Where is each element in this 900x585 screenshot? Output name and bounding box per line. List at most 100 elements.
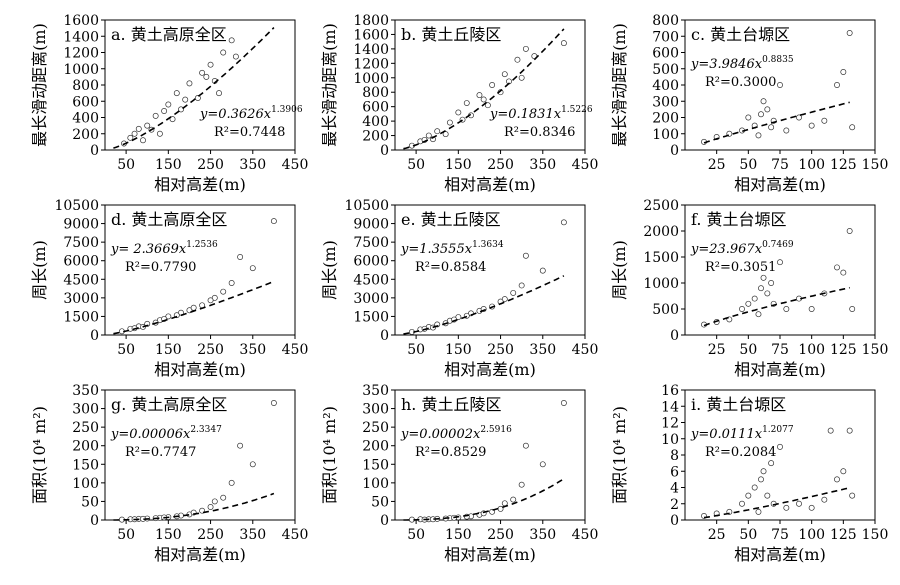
data-point [739, 500, 745, 507]
y-tick-label: 6000 [63, 254, 99, 270]
fit-curve [403, 478, 565, 521]
data-point [190, 304, 197, 311]
fit-equation-exponent: 0.8835 [762, 55, 794, 65]
data-point [186, 80, 193, 87]
data-point [840, 269, 847, 276]
data-point [455, 314, 462, 320]
x-tick-label: 450 [282, 157, 309, 173]
data-point [220, 494, 227, 501]
data-point [203, 73, 210, 80]
fit-r2: R²=0.3000 [705, 75, 776, 90]
data-point [228, 37, 235, 44]
data-point [760, 468, 767, 475]
fit-equation-exponent: 1.5226 [561, 105, 593, 115]
data-point [768, 124, 775, 131]
x-tick-label: 125 [830, 342, 857, 358]
data-point [783, 504, 790, 511]
data-point [739, 306, 745, 312]
y-tick-label: 600 [652, 46, 679, 62]
data-point [446, 119, 453, 126]
x-tick-label: 350 [239, 157, 266, 173]
data-point [510, 496, 517, 503]
y-tick-label: 0 [90, 328, 99, 344]
fit-equation: y=3.9846x0.8835 [690, 55, 794, 72]
y-tick-label: 10 [661, 432, 679, 448]
fit-r2: R²=0.7448 [214, 125, 285, 140]
fit-equation-base: y=3.9846x [690, 57, 763, 72]
data-point [270, 218, 277, 225]
fit-equation: y=0.00006x2.3347 [110, 425, 222, 442]
y-tick-label: 250 [72, 420, 99, 436]
y-tick-label: 600 [362, 100, 389, 116]
x-tick-label: 25 [708, 527, 726, 543]
fit-equation-base: y=0.3626x [199, 107, 272, 122]
y-tick-label: 1000 [63, 62, 99, 78]
y-tick-label: 300 [652, 94, 679, 110]
fit-curve [403, 275, 565, 335]
x-tick-label: 150 [445, 157, 472, 173]
data-point [434, 128, 441, 135]
y-tick-label: 2 [670, 497, 679, 513]
x-axis-label: 相对高差(m) [154, 175, 246, 194]
fit-equation-base: y=0.00006x [110, 427, 191, 442]
x-tick-label: 50 [117, 157, 135, 173]
data-point [849, 492, 856, 499]
y-tick-label: 14 [661, 399, 679, 415]
data-point [539, 461, 546, 468]
data-point [777, 443, 783, 450]
x-axis-label: 相对高差(m) [154, 545, 246, 564]
data-point [758, 476, 764, 483]
y-tick-label: 10500 [54, 198, 99, 214]
x-tick-label: 75 [771, 527, 789, 543]
data-point [165, 313, 172, 320]
fit-curve [113, 280, 275, 335]
y-tick-label: 200 [72, 127, 99, 143]
x-axis-label: 相对高差(m) [444, 545, 536, 564]
data-point [156, 130, 163, 137]
data-point [455, 109, 462, 116]
x-tick-label: 100 [798, 157, 825, 173]
y-tick-label: 150 [362, 457, 389, 473]
data-point [768, 460, 775, 467]
data-point [849, 124, 856, 131]
y-axis-label: 周长(m) [610, 240, 629, 300]
data-point [522, 442, 529, 449]
panel-title: h. 黄土丘陵区 [401, 395, 501, 414]
y-tick-label: 1200 [353, 56, 389, 72]
y-tick-label: 12 [661, 416, 679, 432]
data-point [796, 114, 802, 121]
data-point [796, 500, 802, 507]
fit-equation-base: y=0.00002x [400, 427, 481, 442]
y-tick-label: 100 [362, 476, 389, 492]
data-point [808, 306, 815, 312]
y-tick-label: 1400 [353, 42, 389, 58]
y-tick-label: 800 [652, 13, 679, 29]
fit-equation-exponent: 2.3347 [190, 425, 222, 435]
data-point [821, 496, 828, 503]
y-tick-label: 0 [90, 143, 99, 159]
x-tick-label: 250 [197, 157, 224, 173]
data-point [522, 252, 529, 259]
x-tick-label: 50 [407, 342, 425, 358]
data-point [764, 290, 771, 297]
y-tick-label: 1500 [353, 309, 389, 325]
data-point [501, 71, 508, 78]
x-tick-label: 450 [282, 527, 309, 543]
y-tick-label: 50 [81, 494, 99, 510]
x-tick-label: 150 [445, 342, 472, 358]
x-tick-label: 450 [572, 157, 599, 173]
fit-equation-exponent: 1.3634 [472, 240, 504, 250]
data-point [216, 90, 222, 97]
fit-r2: R²=0.8584 [415, 260, 486, 275]
x-tick-label: 50 [407, 157, 425, 173]
data-point [751, 484, 758, 491]
data-point [846, 30, 853, 36]
panel-title: g. 黄土高原全区 [111, 395, 227, 414]
data-point [237, 442, 244, 449]
y-tick-label: 500 [652, 62, 679, 78]
y-tick-label: 200 [72, 439, 99, 455]
data-point [539, 267, 546, 274]
